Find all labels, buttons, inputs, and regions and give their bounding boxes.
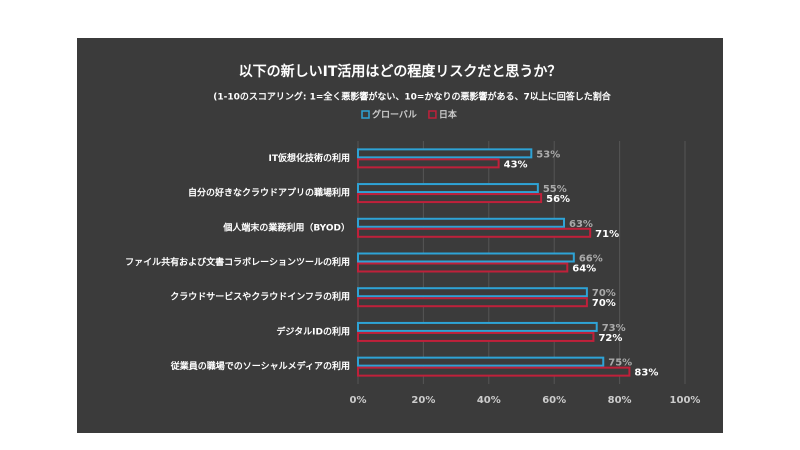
bar [357, 297, 588, 308]
bar [357, 148, 533, 159]
y-tick-label: デジタルIDの利用 [276, 325, 350, 337]
legend-label: グローバル [372, 109, 417, 121]
value-label: 73% [602, 323, 626, 334]
bar [357, 183, 539, 194]
value-label: 43% [504, 159, 528, 170]
bar [357, 193, 543, 204]
value-label: 64% [572, 264, 596, 275]
y-tick-label: ファイル共有および文書コラボレーションツールの利用 [125, 256, 350, 268]
value-label: 63% [569, 219, 593, 230]
y-tick-label: 自分の好きなクラウドアプリの職場利用 [188, 187, 350, 199]
bar [357, 217, 566, 228]
value-label: 70% [592, 298, 616, 309]
x-tick-label: 0% [350, 395, 367, 406]
legend-label: 日本 [439, 109, 458, 121]
y-tick-label: 従業員の職場でのソーシャルメディアの利用 [170, 360, 350, 372]
x-tick-label: 60% [542, 395, 566, 406]
x-tick-label: 20% [411, 395, 435, 406]
value-label: 70% [592, 288, 616, 299]
value-label: 55% [543, 184, 567, 195]
value-label: 83% [634, 368, 658, 379]
bar [357, 262, 569, 273]
bar [357, 158, 500, 169]
y-tick-label: クラウドサービスやクラウドインフラの利用 [170, 291, 350, 303]
value-label: 66% [579, 254, 603, 265]
value-label: 71% [595, 229, 619, 240]
bar [357, 356, 605, 367]
x-tick-label: 100% [670, 395, 701, 406]
bar [357, 321, 598, 332]
legend-swatch [428, 110, 437, 119]
x-tick-label: 40% [477, 395, 501, 406]
bar [357, 252, 575, 263]
bar [357, 227, 592, 238]
y-tick-label: 個人端末の業務利用（BYOD） [222, 221, 350, 233]
chart-title: 以下の新しいIT活用はどの程度リスクだと思うか？ [239, 63, 562, 80]
bar [357, 366, 631, 377]
value-label: 75% [608, 358, 632, 369]
value-label: 72% [598, 333, 622, 344]
y-tick-label: IT仮想化技術の利用 [269, 152, 351, 164]
bar [357, 331, 595, 342]
value-label: 53% [536, 149, 560, 160]
value-label: 56% [546, 194, 570, 205]
chart-subtitle: (1-10のスコアリング: 1=全く悪影響がない、10=かなりの悪影響がある、7… [213, 91, 612, 103]
x-tick-label: 80% [608, 395, 632, 406]
legend-swatch [361, 110, 370, 119]
bar [357, 287, 588, 298]
